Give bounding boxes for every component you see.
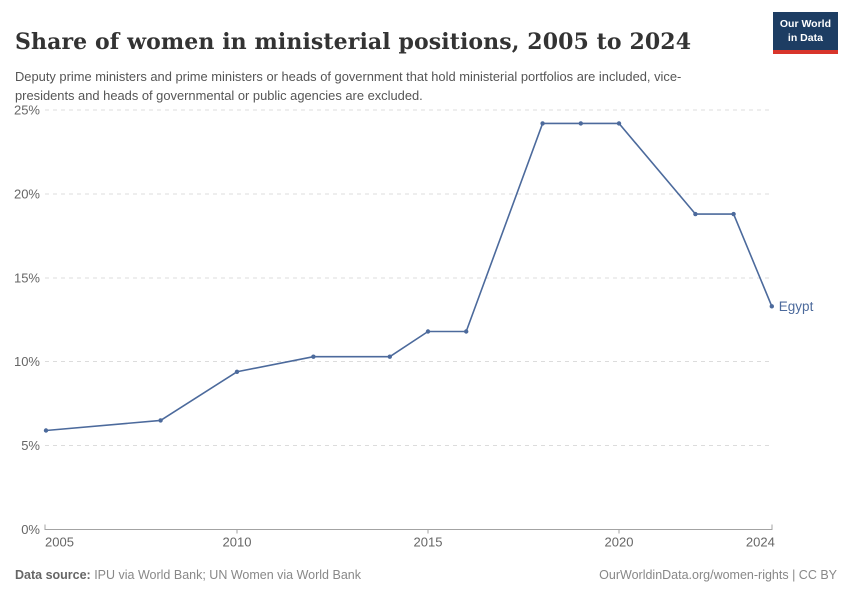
data-source-text: IPU via World Bank; UN Women via World B… bbox=[90, 568, 361, 582]
chart-footer: Data source: IPU via World Bank; UN Wome… bbox=[15, 568, 837, 582]
data-point[interactable] bbox=[693, 211, 698, 217]
data-point[interactable] bbox=[387, 354, 392, 359]
owid-logo-line2: in Data bbox=[787, 31, 823, 44]
x-tick-label: 2010 bbox=[223, 535, 252, 550]
y-tick-label: 15% bbox=[14, 270, 40, 285]
y-tick-label: 5% bbox=[21, 438, 40, 453]
data-point[interactable] bbox=[616, 121, 622, 126]
x-tick-label: 2005 bbox=[45, 535, 74, 550]
y-tick-label: 25% bbox=[14, 103, 40, 118]
series-line-egypt[interactable] bbox=[45, 122, 773, 432]
y-tick-label: 10% bbox=[14, 354, 40, 369]
data-point[interactable] bbox=[158, 418, 163, 423]
y-tick-label: 0% bbox=[21, 522, 40, 537]
data-point[interactable] bbox=[769, 304, 774, 309]
data-point[interactable] bbox=[731, 211, 736, 217]
license-note: OurWorldinData.org/women-rights | CC BY bbox=[599, 568, 837, 582]
chart-subtitle: Deputy prime ministers and prime ministe… bbox=[15, 68, 682, 104]
data-point[interactable] bbox=[540, 121, 545, 126]
chart-title: Share of women in ministerial positions,… bbox=[15, 28, 692, 55]
data-point[interactable] bbox=[578, 121, 583, 126]
data-point[interactable] bbox=[43, 428, 49, 433]
x-tick-label: 2020 bbox=[605, 535, 634, 550]
owid-logo-line1: Our World bbox=[779, 18, 831, 30]
data-point[interactable] bbox=[234, 369, 240, 374]
owid-logo[interactable]: Our World in Data bbox=[772, 12, 838, 55]
data-point[interactable] bbox=[311, 354, 316, 359]
data-point[interactable] bbox=[425, 329, 431, 334]
data-source-label: Data source: bbox=[15, 568, 91, 582]
data-point[interactable] bbox=[464, 329, 469, 334]
x-tick-label: 2024 bbox=[746, 535, 775, 550]
x-axis-line bbox=[44, 524, 773, 530]
x-tick-label: 2015 bbox=[414, 535, 443, 550]
data-source-note: Data source: IPU via World Bank; UN Wome… bbox=[15, 568, 361, 582]
y-tick-label: 20% bbox=[14, 186, 40, 201]
series-end-label[interactable]: Egypt bbox=[779, 299, 814, 314]
